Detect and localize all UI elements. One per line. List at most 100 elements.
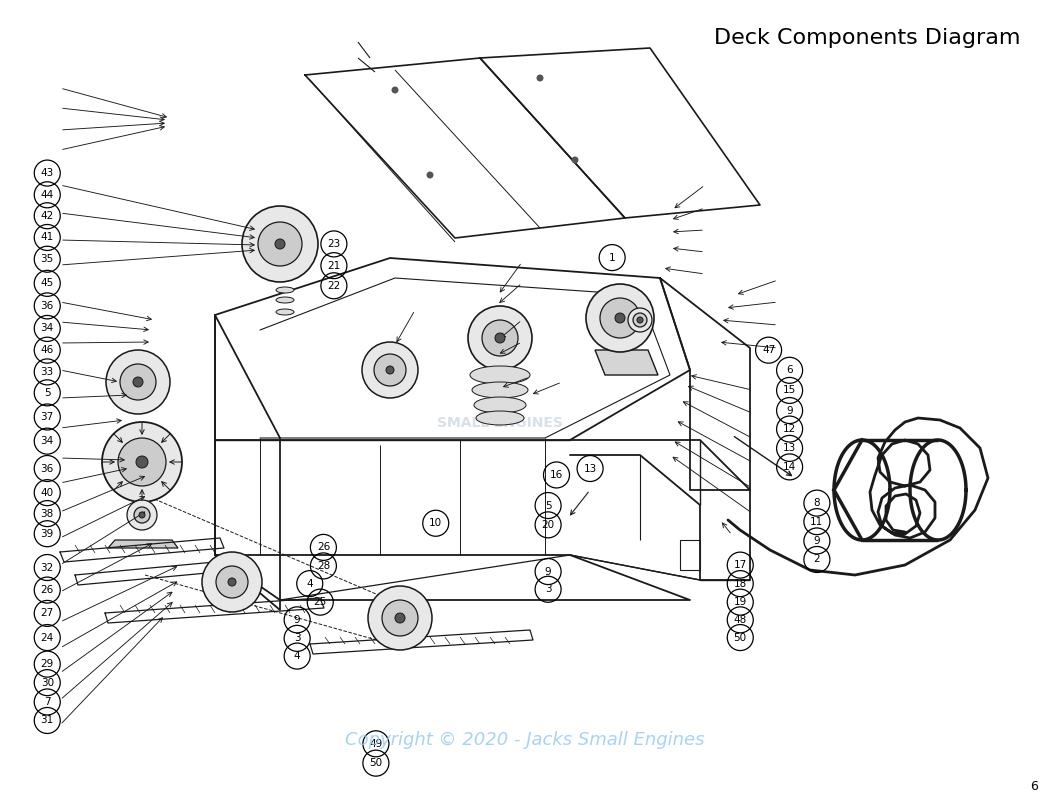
Text: 2: 2 xyxy=(814,555,820,564)
Circle shape xyxy=(139,512,145,518)
Text: 40: 40 xyxy=(41,488,54,497)
Circle shape xyxy=(374,354,406,386)
Text: 9: 9 xyxy=(294,615,300,625)
Ellipse shape xyxy=(276,287,294,293)
Text: 18: 18 xyxy=(734,579,747,588)
Circle shape xyxy=(216,566,248,598)
Text: 1: 1 xyxy=(609,253,615,262)
Circle shape xyxy=(537,75,544,81)
Text: 23: 23 xyxy=(328,239,340,249)
Circle shape xyxy=(362,342,418,398)
Circle shape xyxy=(136,456,148,468)
Text: 33: 33 xyxy=(41,367,54,377)
Text: 38: 38 xyxy=(41,509,54,518)
Circle shape xyxy=(386,366,394,374)
Text: 20: 20 xyxy=(542,520,554,530)
Circle shape xyxy=(275,239,285,249)
Circle shape xyxy=(202,552,262,612)
Text: 27: 27 xyxy=(41,609,54,618)
Circle shape xyxy=(228,578,236,586)
Text: 36: 36 xyxy=(41,301,54,311)
Text: 35: 35 xyxy=(41,254,54,264)
Text: 5: 5 xyxy=(545,501,551,510)
Circle shape xyxy=(628,308,652,332)
Text: 15: 15 xyxy=(783,386,796,395)
Text: 24: 24 xyxy=(41,633,54,642)
Circle shape xyxy=(586,284,654,352)
Circle shape xyxy=(495,333,505,343)
Text: 47: 47 xyxy=(762,345,775,355)
Text: 30: 30 xyxy=(41,678,54,687)
Text: 34: 34 xyxy=(41,324,54,333)
Text: 6: 6 xyxy=(1030,780,1038,793)
Text: 43: 43 xyxy=(41,168,54,178)
Circle shape xyxy=(482,320,518,356)
Circle shape xyxy=(368,586,432,650)
Text: 29: 29 xyxy=(41,659,54,669)
Text: Deck Components Diagram: Deck Components Diagram xyxy=(714,28,1020,48)
Text: 4: 4 xyxy=(294,651,300,661)
Text: 36: 36 xyxy=(41,464,54,473)
Polygon shape xyxy=(595,350,658,375)
Text: 7: 7 xyxy=(44,697,50,707)
Text: 9: 9 xyxy=(786,406,793,415)
Text: 8: 8 xyxy=(814,498,820,508)
Circle shape xyxy=(134,507,150,523)
Ellipse shape xyxy=(476,411,524,425)
Text: 4: 4 xyxy=(307,579,313,588)
Text: 50: 50 xyxy=(734,633,747,642)
Circle shape xyxy=(120,364,156,400)
Circle shape xyxy=(392,86,399,93)
Text: 32: 32 xyxy=(41,563,54,572)
Text: 5: 5 xyxy=(44,388,50,398)
Text: 46: 46 xyxy=(41,345,54,355)
Text: 12: 12 xyxy=(783,424,796,434)
Circle shape xyxy=(571,156,579,163)
Text: 49: 49 xyxy=(370,739,382,749)
Text: 3: 3 xyxy=(294,634,300,643)
Text: 13: 13 xyxy=(584,464,596,473)
Ellipse shape xyxy=(276,309,294,315)
Circle shape xyxy=(258,222,302,266)
Circle shape xyxy=(395,613,405,623)
Text: 22: 22 xyxy=(328,281,340,291)
Text: 31: 31 xyxy=(41,716,54,725)
Text: 39: 39 xyxy=(41,529,54,539)
Ellipse shape xyxy=(276,297,294,303)
Text: 42: 42 xyxy=(41,211,54,221)
Ellipse shape xyxy=(470,366,530,384)
Text: 45: 45 xyxy=(41,279,54,288)
Text: 9: 9 xyxy=(814,536,820,546)
Circle shape xyxy=(118,438,166,486)
Text: 25: 25 xyxy=(314,597,327,607)
Text: 16: 16 xyxy=(550,470,563,480)
Circle shape xyxy=(106,350,170,414)
Polygon shape xyxy=(108,540,178,548)
Text: Jacks
SMALL ENGINES: Jacks SMALL ENGINES xyxy=(437,400,563,430)
Circle shape xyxy=(637,317,643,323)
Circle shape xyxy=(600,298,640,338)
Circle shape xyxy=(633,313,647,327)
Text: 34: 34 xyxy=(41,436,54,446)
Text: 26: 26 xyxy=(317,543,330,552)
Text: 48: 48 xyxy=(734,615,747,625)
Text: 13: 13 xyxy=(783,444,796,453)
Text: 37: 37 xyxy=(41,412,54,422)
Ellipse shape xyxy=(472,382,528,398)
Circle shape xyxy=(102,422,182,502)
Text: Copyright © 2020 - Jacks Small Engines: Copyright © 2020 - Jacks Small Engines xyxy=(345,731,705,749)
Text: 26: 26 xyxy=(41,585,54,595)
Text: 41: 41 xyxy=(41,233,54,242)
Text: 28: 28 xyxy=(317,561,330,571)
Text: 10: 10 xyxy=(429,518,442,528)
Text: 14: 14 xyxy=(783,462,796,472)
Circle shape xyxy=(242,206,318,282)
Text: 19: 19 xyxy=(734,597,747,607)
Text: 3: 3 xyxy=(545,584,551,594)
Text: 9: 9 xyxy=(545,567,551,576)
Text: 21: 21 xyxy=(328,261,340,270)
Circle shape xyxy=(426,171,434,179)
Text: 17: 17 xyxy=(734,560,747,570)
Circle shape xyxy=(127,500,158,530)
Circle shape xyxy=(382,600,418,636)
